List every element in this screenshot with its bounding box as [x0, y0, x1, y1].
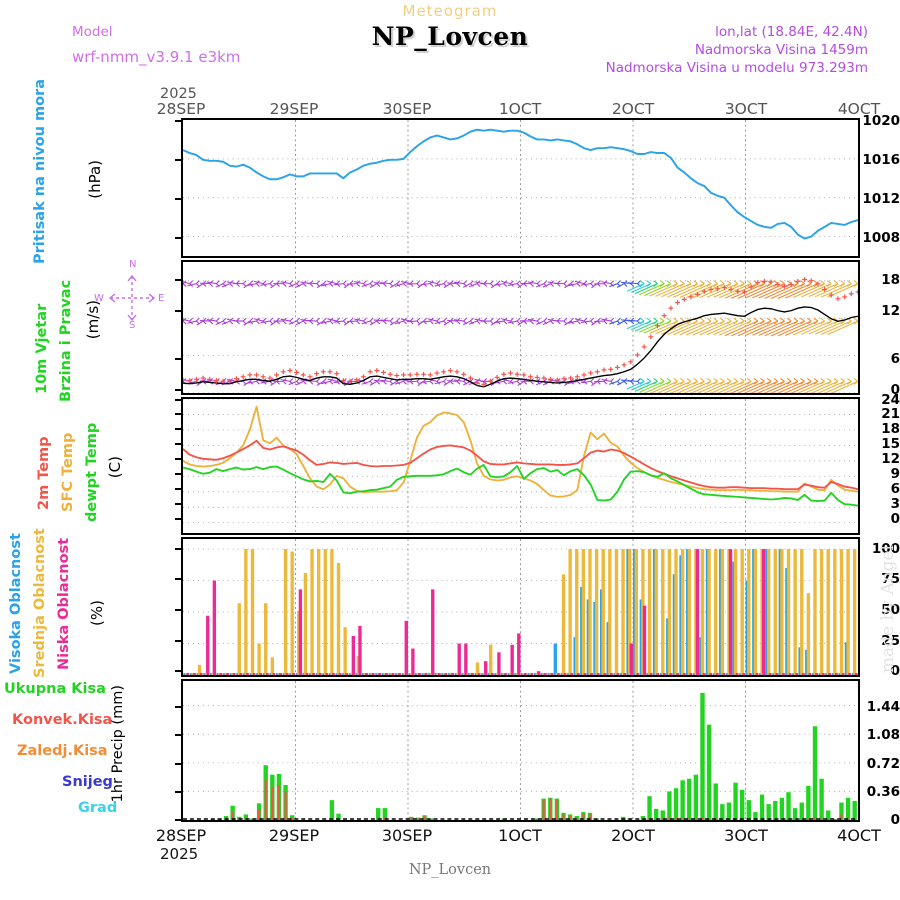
- compass-east-label: E: [158, 293, 165, 304]
- xtick-bottom-3: 1OCT: [498, 826, 542, 845]
- cloud-ytick-25: 25: [881, 633, 900, 649]
- wind-side-label-1: 10m Vjetar: [34, 303, 50, 394]
- xtick-top-6: 4OCT: [837, 100, 881, 118]
- wind-compass-legend: N S E W: [94, 259, 168, 334]
- watermark-label: made by Angel: [878, 545, 898, 674]
- compass-west-label: W: [94, 293, 104, 304]
- pressure-panel: [181, 118, 860, 258]
- year-top-label: 2025: [160, 86, 197, 102]
- xtick-bottom-2: 30SEP: [381, 826, 433, 845]
- precip-conv-label: Konvek.Kisa: [12, 712, 113, 728]
- temp-ytick-6: 6: [890, 481, 900, 497]
- xtick-top-5: 3OCT: [724, 100, 768, 118]
- temp-ytick-21: 21: [881, 406, 900, 422]
- cloud-mid-label: Srednja Oblacnost: [32, 528, 48, 678]
- compass-cross-icon: [108, 274, 156, 322]
- xtick-top-3: 1OCT: [498, 100, 542, 118]
- temp-ytick-0: 0: [890, 511, 900, 527]
- year-bottom-label: 2025: [160, 845, 199, 863]
- compass-south-label: S: [129, 320, 136, 331]
- temp-dewpt-label: dewpt Temp: [84, 422, 100, 522]
- xtick-top-4: 2OCT: [611, 100, 655, 118]
- cloud-ytick-100: 100: [871, 541, 900, 557]
- precip-ytick-0: 0: [890, 812, 900, 828]
- lonlat-info: lon,lat (18.84E, 42.4N): [715, 24, 868, 40]
- precip-ytick-036: 0.36: [866, 784, 900, 800]
- wind-ytick-12: 12: [881, 303, 900, 319]
- temp-ytick-3: 3: [890, 496, 900, 512]
- wind-side-label-2: Brzina i Pravac: [58, 279, 74, 402]
- cloud-unit-label: (%): [88, 600, 106, 626]
- elevation-info: Nadmorska Visina 1459m: [694, 42, 868, 58]
- temp-ytick-12: 12: [881, 451, 900, 467]
- pressure-ytick-1020: 1020: [862, 113, 900, 129]
- xtick-top-1: 29SEP: [269, 100, 319, 118]
- cloud-panel: [181, 537, 860, 677]
- temp-2m-label: 2m Temp: [36, 436, 52, 510]
- xtick-bottom-0: 28SEP: [155, 826, 207, 845]
- wind-ytick-18: 18: [881, 272, 900, 288]
- precip-hail-label: Grad: [78, 800, 118, 816]
- precip-ytick-072: 0.72: [866, 756, 900, 772]
- precip-ytick-144: 1.44: [866, 699, 900, 715]
- xtick-top-2: 30SEP: [382, 100, 432, 118]
- model-label: Model: [72, 24, 113, 40]
- xtick-bottom-6: 4OCT: [837, 826, 881, 845]
- temperature-panel: [181, 397, 860, 535]
- precip-ytick-108: 1.08: [866, 727, 900, 743]
- pressure-unit-label: (hPa): [86, 160, 104, 199]
- cloud-ytick-75: 75: [881, 571, 900, 587]
- precip-panel: [181, 679, 860, 822]
- xtick-bottom-4: 2OCT: [611, 826, 655, 845]
- pressure-ytick-1012: 1012: [862, 191, 900, 207]
- temp-ytick-15: 15: [881, 436, 900, 452]
- xtick-top-0: 28SEP: [156, 100, 206, 118]
- cloud-ytick-50: 50: [881, 602, 900, 618]
- xtick-bottom-5: 3OCT: [724, 826, 768, 845]
- cloud-high-label: Visoka Oblacnost: [8, 533, 24, 674]
- temp-ytick-24: 24: [881, 392, 900, 408]
- pressure-ytick-1008: 1008: [862, 230, 900, 246]
- cloud-low-label: Niska Oblacnost: [56, 537, 72, 670]
- wind-panel: [181, 260, 860, 395]
- precip-unit-label: 1hr Precip (mm): [110, 685, 126, 803]
- wind-ytick-0: 0: [890, 382, 900, 398]
- page-title: NP_Lovcen: [371, 22, 529, 51]
- pressure-ytick-1016: 1016: [862, 152, 900, 168]
- footer-station-name: NP_Lovcen: [408, 862, 492, 878]
- temp-unit-label: (C): [106, 456, 124, 479]
- temp-ytick-9: 9: [890, 466, 900, 482]
- xtick-bottom-1: 29SEP: [268, 826, 320, 845]
- cloud-ytick-0: 0: [890, 663, 900, 679]
- model-name: wrf-nmm_v3.9.1 e3km: [72, 48, 241, 66]
- pressure-side-label: Pritisak na nivou mora: [32, 79, 48, 264]
- precip-snow-label: Snijeg: [62, 774, 113, 790]
- meteogram-header-label: Meteogram: [402, 2, 498, 20]
- precip-total-label: Ukupna Kisa: [4, 681, 106, 697]
- wind-ytick-6: 6: [890, 351, 900, 367]
- precip-freezing-label: Zaledj.Kisa: [17, 743, 108, 759]
- model-elevation-info: Nadmorska Visina u modelu 973.293m: [605, 60, 868, 76]
- temp-ytick-18: 18: [881, 421, 900, 437]
- compass-north-label: N: [129, 259, 137, 270]
- temp-sfc-label: SFC Temp: [60, 432, 76, 512]
